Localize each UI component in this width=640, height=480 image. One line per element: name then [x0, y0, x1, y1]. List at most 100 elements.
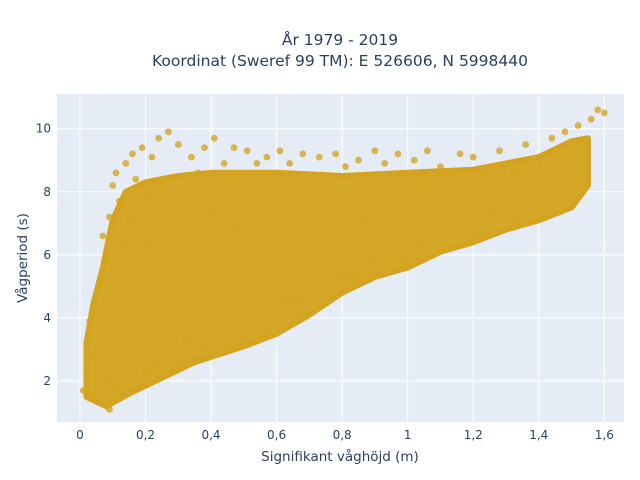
- scatter-point: [135, 264, 143, 271]
- scatter-point: [102, 377, 110, 385]
- scatter-point: [191, 355, 199, 363]
- scatter-point: [430, 235, 438, 243]
- scatter-point: [165, 128, 172, 136]
- scatter-point: [443, 210, 451, 218]
- scatter-point: [89, 352, 97, 360]
- y-axis-ticks: 2 4 6 8 10: [36, 122, 51, 388]
- scatter-point: [401, 201, 408, 208]
- scatter-point: [151, 361, 159, 369]
- scatter-point: [522, 141, 530, 148]
- scatter-point: [302, 260, 310, 268]
- scatter-point: [233, 226, 241, 234]
- scatter-point: [276, 147, 284, 155]
- scatter-point: [292, 298, 300, 306]
- x-tick-label: 1,6: [595, 428, 614, 442]
- scatter-point: [482, 169, 490, 177]
- scatter-point: [83, 371, 90, 379]
- scatter-point: [574, 122, 582, 129]
- y-axis-title: Vågperiod (s): [14, 213, 31, 303]
- scatter-point: [568, 156, 575, 164]
- scatter-point: [115, 383, 123, 391]
- scatter-point: [404, 254, 412, 262]
- scatter-point: [168, 365, 176, 372]
- scatter-point: [253, 160, 261, 167]
- scatter-point: [129, 374, 136, 382]
- scatter-point: [230, 144, 238, 152]
- scatter-point: [220, 160, 228, 167]
- scatter-point: [210, 134, 218, 142]
- scatter-point: [256, 333, 264, 341]
- scatter-point: [201, 144, 208, 152]
- scatter-point: [263, 153, 271, 161]
- scatter-point: [325, 286, 333, 293]
- scatter-point: [122, 390, 130, 397]
- y-tick-label: 8: [43, 185, 51, 199]
- scatter-point: [142, 368, 149, 375]
- scatter-point: [371, 147, 379, 155]
- scatter-point: [509, 169, 516, 177]
- scatter-point: [102, 254, 110, 262]
- scatter-point: [424, 147, 431, 155]
- scatter-point: [437, 163, 444, 170]
- scatter-point: [476, 213, 484, 221]
- scatter-point: [266, 270, 274, 278]
- scatter-point: [555, 172, 562, 180]
- scatter-point: [243, 147, 251, 155]
- scatter-point: [410, 156, 418, 164]
- y-tick-label: 4: [43, 311, 51, 325]
- scatter-point: [358, 216, 366, 224]
- scatter-point: [515, 213, 523, 221]
- scatter-point: [181, 336, 189, 344]
- x-tick-label: 0,2: [136, 428, 155, 442]
- scatter-point: [535, 160, 543, 167]
- scatter-point: [581, 137, 589, 145]
- scatter-point: [299, 150, 307, 158]
- scatter-point: [286, 160, 294, 167]
- scatter-point: [374, 245, 382, 252]
- scatter-point: [86, 317, 94, 325]
- scatter-point: [158, 182, 166, 189]
- scatter-point: [188, 153, 195, 161]
- scatter-point: [250, 311, 257, 319]
- x-tick-label: 1,2: [464, 428, 483, 442]
- y-tick-label: 2: [43, 374, 51, 388]
- scatter-point: [178, 219, 185, 227]
- chart-title-line-1: År 1979 - 2019: [282, 30, 398, 49]
- scatter-point: [204, 346, 212, 353]
- y-tick-label: 6: [43, 248, 51, 262]
- scatter-point: [335, 270, 343, 278]
- scatter-point: [119, 242, 126, 249]
- scatter-point: [86, 390, 94, 397]
- scatter-point: [348, 270, 356, 278]
- scatter-point: [561, 128, 569, 136]
- scatter-point: [469, 153, 477, 161]
- scatter-point: [99, 399, 107, 407]
- scatter-point: [155, 134, 163, 142]
- scatter-point: [456, 150, 464, 158]
- scatter-point: [450, 226, 457, 234]
- scatter-point: [92, 396, 100, 404]
- x-axis-title: Signifikant våghöjd (m): [261, 448, 419, 465]
- scatter-point: [417, 238, 425, 246]
- scatter-point: [548, 134, 556, 142]
- scatter-point: [194, 169, 202, 177]
- scatter-point: [109, 333, 117, 341]
- scatter-point: [145, 238, 153, 246]
- scatter-points: [79, 106, 608, 413]
- scatter-point: [92, 308, 100, 315]
- x-axis-ticks: 0 0,2 0,4 0,6 0,8 1 1,2 1,4 1,6: [76, 428, 614, 442]
- scatter-point: [309, 292, 316, 300]
- scatter-point: [174, 141, 182, 148]
- scatter-point: [214, 327, 222, 334]
- scatter-point: [381, 160, 389, 167]
- x-tick-label: 0,4: [201, 428, 220, 442]
- scatter-point: [106, 213, 113, 221]
- x-tick-label: 0,6: [267, 428, 286, 442]
- x-tick-label: 1: [404, 428, 412, 442]
- x-tick-label: 1,4: [529, 428, 548, 442]
- scatter-point: [161, 292, 169, 300]
- scatter-point: [115, 197, 123, 205]
- scatter-point: [587, 115, 595, 123]
- scatter-point: [273, 317, 280, 325]
